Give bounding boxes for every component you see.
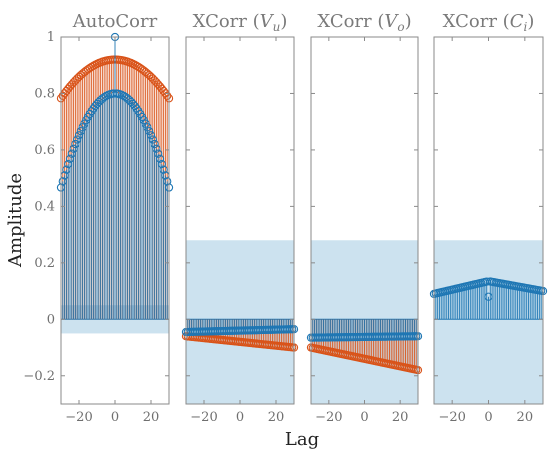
stem-marker xyxy=(159,165,168,174)
stem-marker xyxy=(155,154,165,163)
series-blue xyxy=(56,32,174,320)
stem-marker xyxy=(58,177,67,186)
stem-marker xyxy=(71,139,80,149)
y-tick-label: 0.6 xyxy=(34,143,55,158)
x-tick-label: 20 xyxy=(143,410,160,425)
subplot-4: −20 0 20 XCorr (Ci) xyxy=(429,11,548,425)
stem-marker xyxy=(69,144,78,153)
x-tick-label: 20 xyxy=(392,410,409,425)
x-tick-label: −20 xyxy=(190,410,217,425)
x-tick-label: −20 xyxy=(65,410,92,425)
stem-marker xyxy=(73,135,82,144)
x-tick-label: 0 xyxy=(360,410,368,425)
stem-marker xyxy=(154,149,163,158)
series-blue xyxy=(181,319,299,337)
subplot-3: −20 0 20 XCorr (Vo) xyxy=(306,11,423,425)
y-tick-label: −0.2 xyxy=(23,369,55,384)
subplot-title: XCorr (Vo) xyxy=(317,11,411,34)
x-tick-label: 20 xyxy=(517,410,534,425)
x-tick-label: 0 xyxy=(111,410,119,425)
x-tick-label: −20 xyxy=(438,410,465,425)
stem-marker xyxy=(163,91,172,100)
stem-marker xyxy=(152,144,161,153)
y-tick-label: 0.4 xyxy=(34,199,55,214)
stem-marker xyxy=(64,159,73,169)
stem-marker xyxy=(484,292,493,301)
stem-marker xyxy=(150,139,159,149)
stem-marker xyxy=(62,165,71,174)
stem-marker xyxy=(67,149,76,158)
x-axis-label: Lag xyxy=(285,429,319,450)
stem-marker xyxy=(145,127,154,136)
series-blue xyxy=(429,277,548,320)
y-tick-label: 0.8 xyxy=(34,86,55,101)
subplot-title: XCorr (Vu) xyxy=(193,11,288,34)
subplot-title: XCorr (Ci) xyxy=(443,11,535,34)
stem-marker xyxy=(148,135,157,144)
y-tick-label: 1 xyxy=(47,30,55,45)
x-tick-label: 0 xyxy=(236,410,244,425)
confidence-band xyxy=(434,240,543,404)
y-axis-label: Amplitude xyxy=(5,173,26,268)
stem-marker xyxy=(163,177,172,186)
stem-marker xyxy=(143,123,152,132)
stem-marker xyxy=(76,127,85,136)
subplot-grid: −20 0 20 −0.2 0 0.2 0.4 0.6 0.8 1 AutoCorr −20 0 20 XC… xyxy=(23,11,548,425)
stem-marker xyxy=(157,159,166,169)
x-tick-label: 0 xyxy=(484,410,492,425)
subplot-2: −20 0 20 XCorr (Vu) xyxy=(181,11,299,425)
series-blue xyxy=(306,319,423,342)
stem-marker xyxy=(74,131,84,140)
y-tick-label: 0 xyxy=(47,312,55,327)
x-tick-label: 20 xyxy=(268,410,285,425)
subplot-1: −20 0 20 −0.2 0 0.2 0.4 0.6 0.8 1 AutoCorr xyxy=(23,11,174,425)
x-tick-label: −20 xyxy=(315,410,342,425)
y-tick-label: 0.2 xyxy=(34,256,55,271)
stem-marker xyxy=(65,154,75,163)
stem-marker xyxy=(146,131,156,140)
subplot-title: AutoCorr xyxy=(72,11,158,32)
